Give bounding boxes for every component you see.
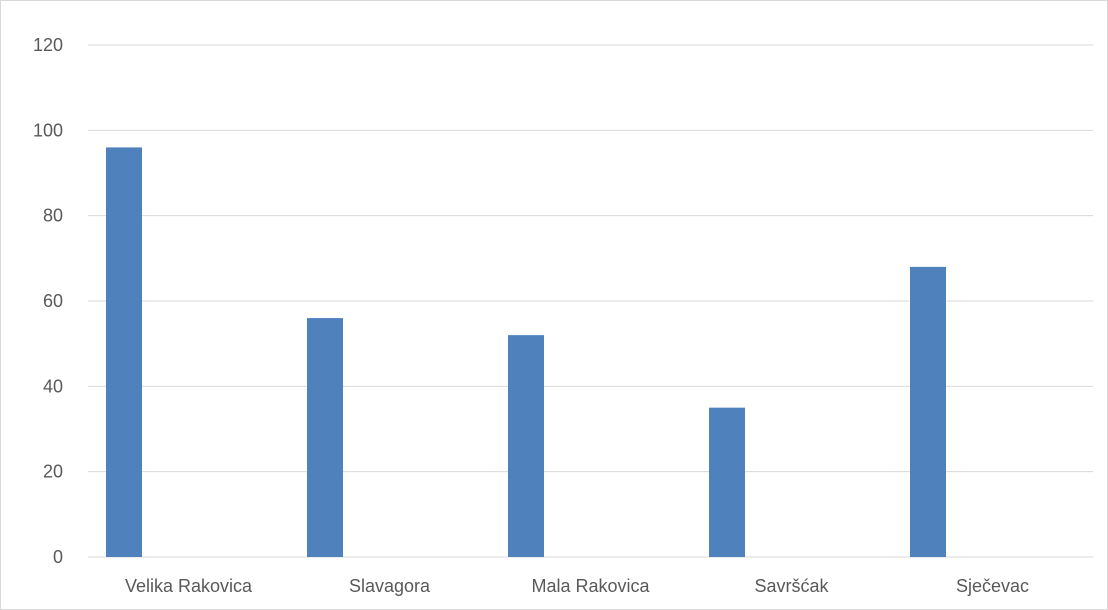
bar <box>106 147 142 557</box>
bar <box>307 318 343 557</box>
y-tick-label: 80 <box>43 206 63 226</box>
bar <box>910 266 946 557</box>
x-category-label: Velika Rakovica <box>125 576 253 596</box>
y-tick-label: 60 <box>43 291 63 311</box>
bar <box>508 335 544 557</box>
x-category-label: Mala Rakovica <box>531 576 650 596</box>
y-tick-label: 20 <box>43 462 63 482</box>
bars <box>106 147 946 557</box>
bar <box>709 407 745 557</box>
x-axis-category-labels: Velika Rakovica Slavagora Mala Rakovica Sav… <box>125 576 1029 596</box>
x-category-label: Savršćak <box>754 576 829 596</box>
y-axis-tick-labels: 0 20 40 60 80 100 120 <box>33 35 63 567</box>
x-category-label: Slavagora <box>349 576 431 596</box>
y-tick-label: 0 <box>53 547 63 567</box>
y-tick-label: 100 <box>33 120 63 140</box>
x-category-label: Sječevac <box>956 576 1029 596</box>
y-tick-label: 120 <box>33 35 63 55</box>
gridlines <box>88 44 1093 558</box>
y-tick-label: 40 <box>43 376 63 396</box>
